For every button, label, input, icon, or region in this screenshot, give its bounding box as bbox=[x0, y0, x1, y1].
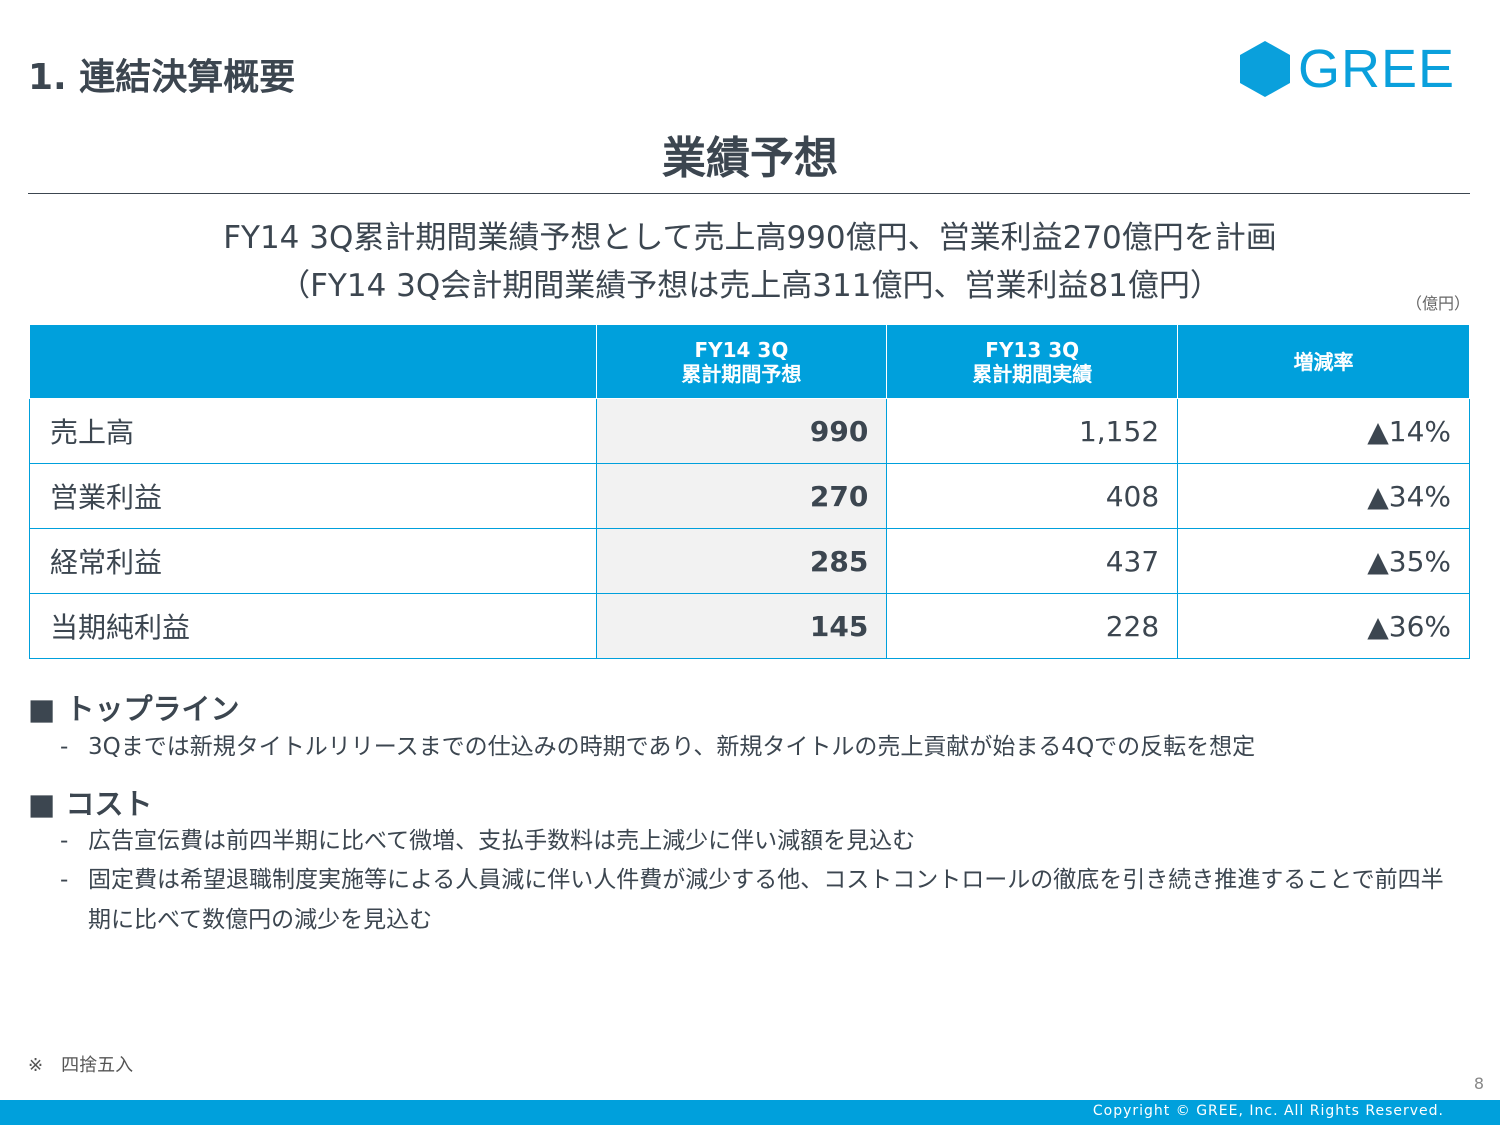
change-rate: ▲14% bbox=[1177, 398, 1470, 464]
fy14-value: 990 bbox=[595, 398, 888, 464]
rounding-note: ※ 四捨五入 bbox=[28, 1055, 134, 1076]
page-number: 8 bbox=[1473, 1074, 1484, 1093]
change-rate: ▲34% bbox=[1177, 463, 1470, 529]
bullet-item: - 広告宣伝費は前四半期に比べて微増、支払手数料は売上減少に伴い減額を見込む bbox=[60, 828, 916, 854]
fy14-value: 270 bbox=[595, 463, 888, 529]
header-blank bbox=[29, 324, 597, 399]
unit-label: （億円） bbox=[1405, 294, 1470, 313]
change-rate: ▲35% bbox=[1177, 528, 1470, 594]
page-title: 業績予想 bbox=[662, 133, 838, 184]
subtitle-line-1: FY14 3Q累計期間業績予想として売上高990億円、営業利益270億円を計画 bbox=[223, 220, 1277, 256]
row-label: 経常利益 bbox=[29, 528, 597, 594]
subtitle-line-2: （FY14 3Q会計期間業績予想は売上高311億円、営業利益81億円） bbox=[279, 268, 1221, 304]
fy13-value: 437 bbox=[886, 528, 1179, 594]
copyright: Copyright © GREE, Inc. All Rights Reserv… bbox=[1092, 1103, 1444, 1119]
divider bbox=[28, 193, 1470, 194]
fy13-value: 1,152 bbox=[886, 398, 1179, 464]
bullet-item: -3Qまでは新規タイトルリリースまでの仕込みの時期であり、新規タイトルの売上貢献… bbox=[60, 734, 1256, 760]
change-rate: ▲36% bbox=[1177, 593, 1470, 659]
header-fy14: FY14 3Q 累計期間予想 bbox=[595, 324, 888, 399]
bullet-item: - 固定費は希望退職制度実施等による人員減に伴い人件費が減少する他、コストコントロ… bbox=[60, 867, 1444, 933]
logo-text: GREE bbox=[1298, 39, 1456, 99]
table-row: 当期純利益 145 228 ▲36% bbox=[29, 593, 1470, 659]
fy13-value: 228 bbox=[886, 593, 1179, 659]
table-row: 経常利益 285 437 ▲35% bbox=[29, 528, 1470, 594]
forecast-table: FY14 3Q 累計期間予想 FY13 3Q 累計期間実績 増減率 売上高 990… bbox=[29, 324, 1470, 659]
fy14-value: 145 bbox=[595, 593, 888, 659]
section-topline-heading: ■ トップライン bbox=[28, 692, 240, 726]
footer-bar: Copyright © GREE, Inc. All Rights Reserv… bbox=[0, 1100, 1500, 1125]
section-title: 1. 連結決算概要 bbox=[28, 57, 296, 98]
table-row: 売上高 990 1,152 ▲14% bbox=[29, 398, 1470, 464]
row-label: 営業利益 bbox=[29, 463, 597, 529]
section-cost-heading: ■ コスト bbox=[28, 787, 153, 821]
row-label: 当期純利益 bbox=[29, 593, 597, 659]
row-label: 売上高 bbox=[29, 398, 597, 464]
fy14-value: 285 bbox=[595, 528, 888, 594]
gree-logo: GREE bbox=[1240, 38, 1455, 100]
table-row: 営業利益 270 408 ▲34% bbox=[29, 463, 1470, 529]
header-change: 増減率 bbox=[1177, 324, 1470, 399]
hexagon-logo-icon bbox=[1240, 41, 1290, 97]
fy13-value: 408 bbox=[886, 463, 1179, 529]
table-header-row: FY14 3Q 累計期間予想 FY13 3Q 累計期間実績 増減率 bbox=[29, 324, 1470, 399]
header-fy13: FY13 3Q 累計期間実績 bbox=[886, 324, 1179, 399]
